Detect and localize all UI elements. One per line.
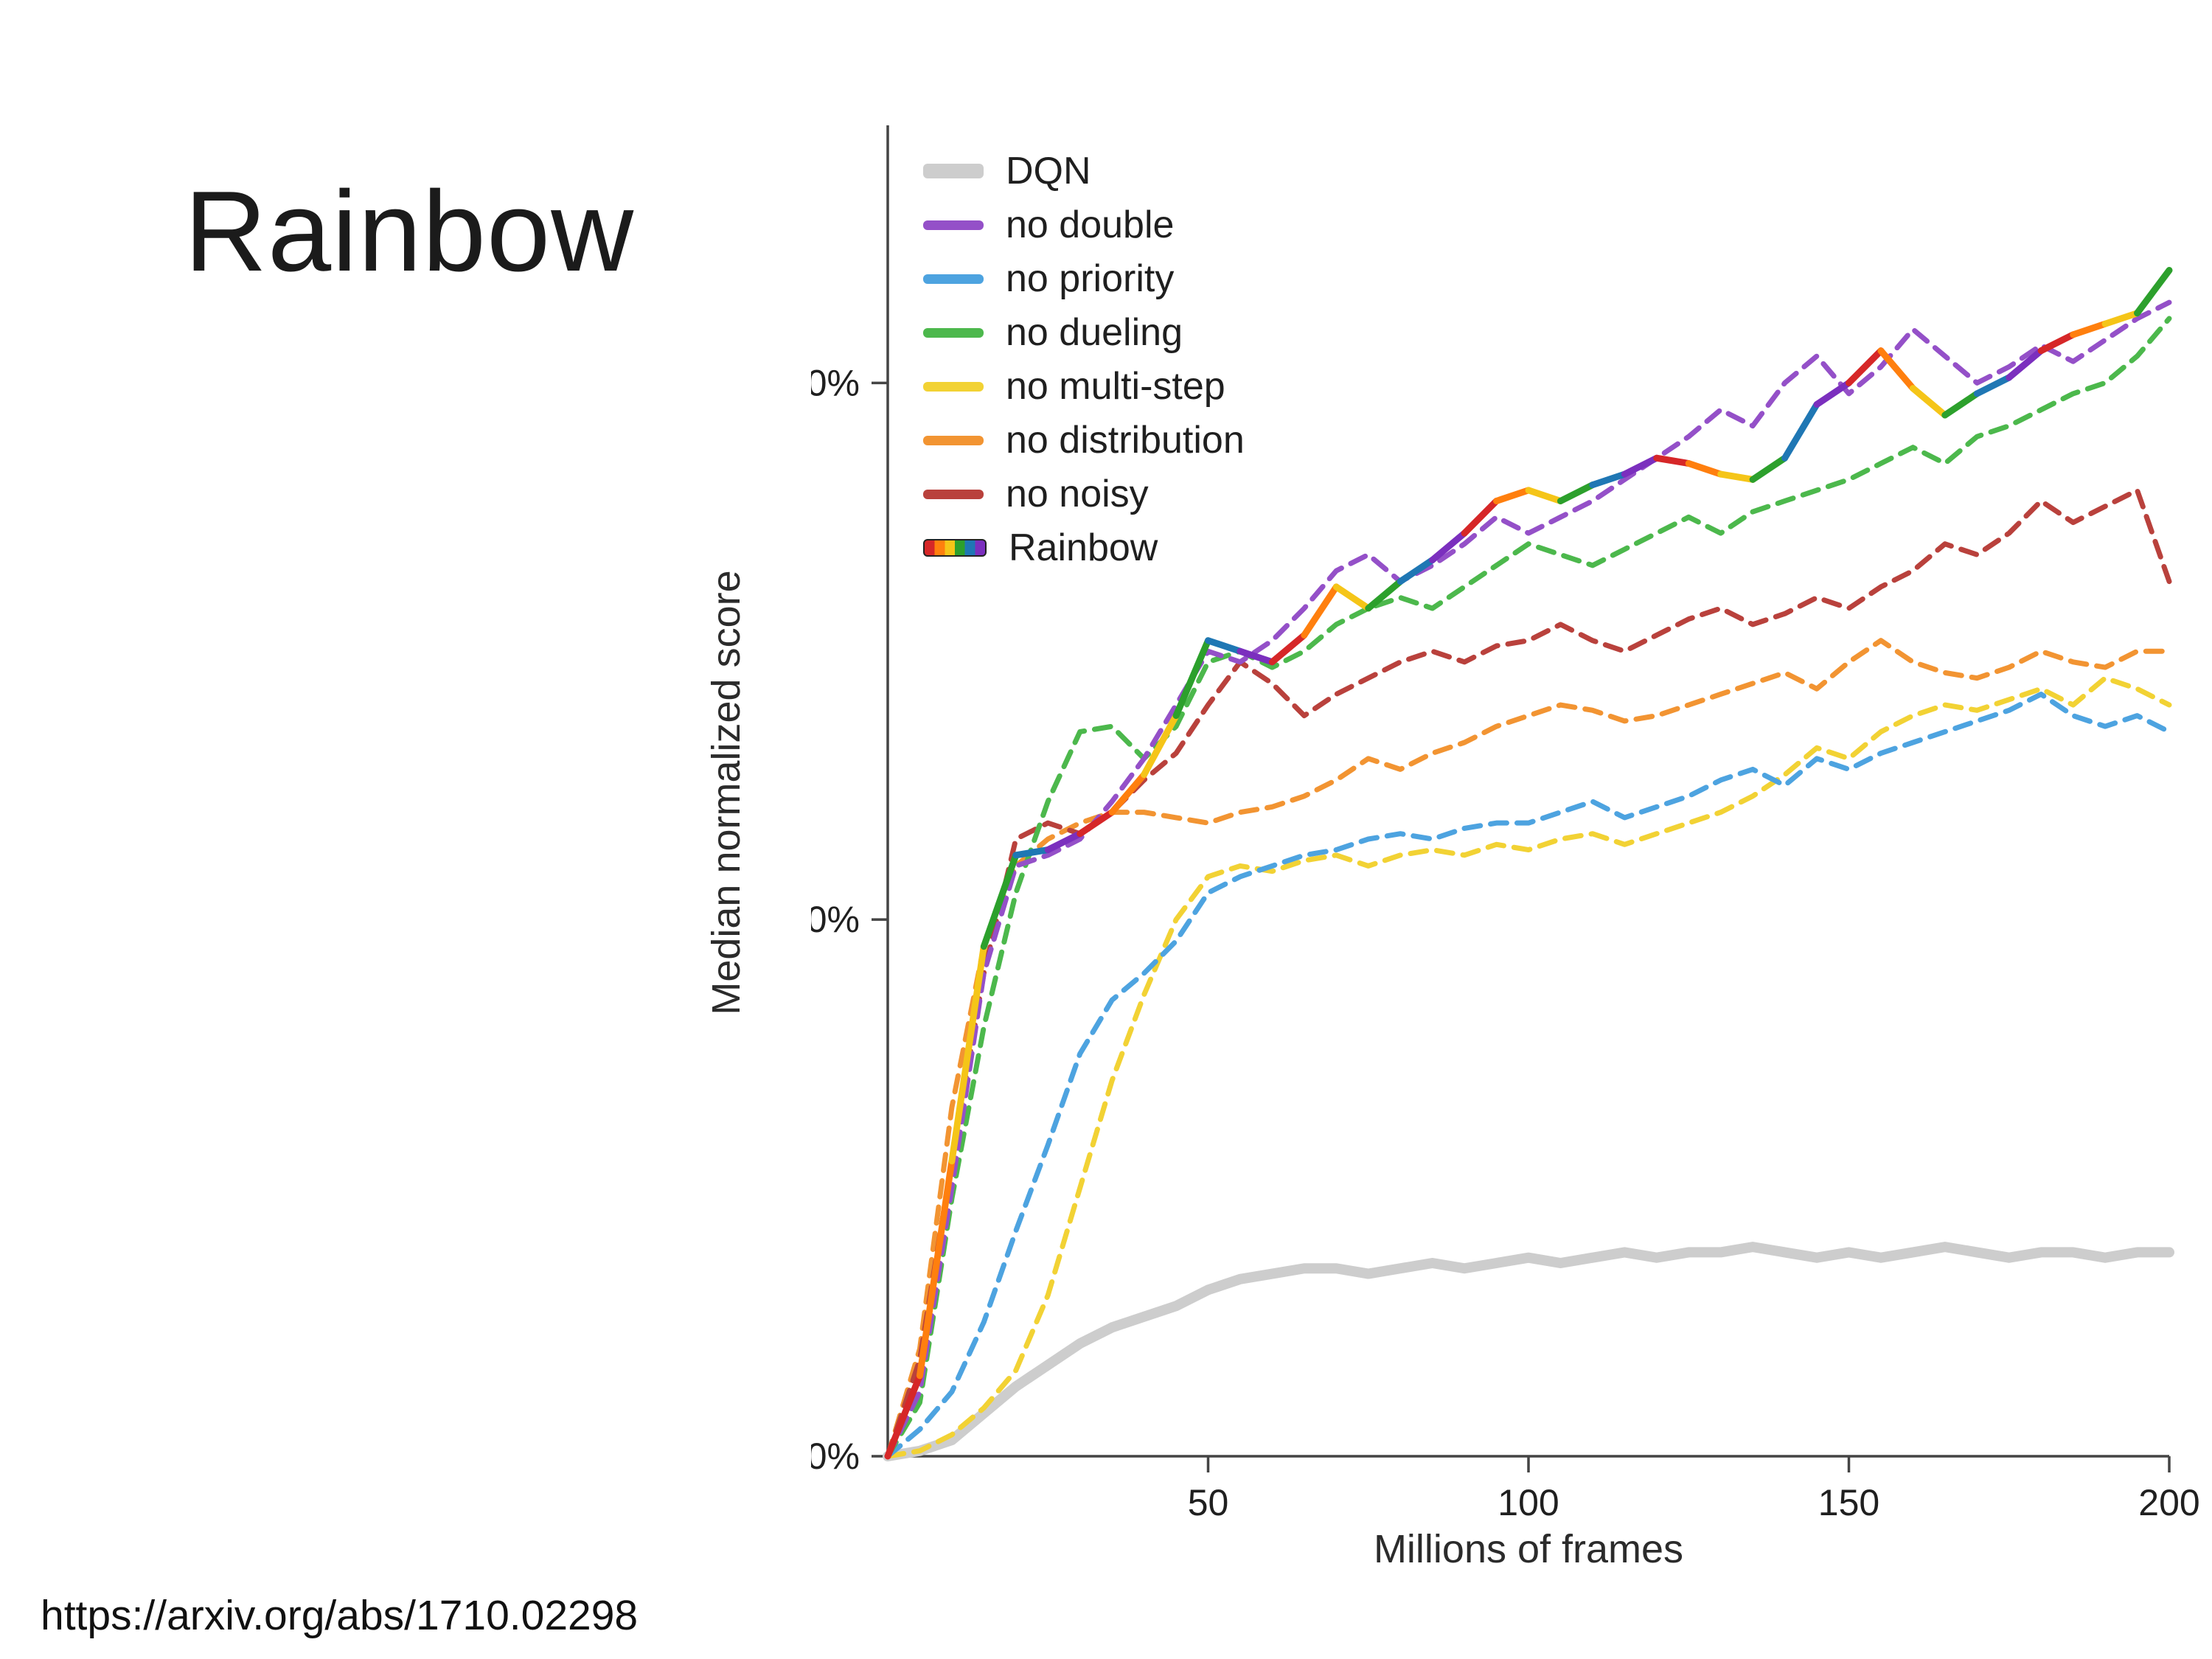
series-rainbow-segment — [1365, 578, 1404, 612]
legend-swatch-no-noisy — [923, 489, 984, 499]
series-DQN — [883, 1242, 2174, 1461]
series-rainbow-segment — [2134, 267, 2173, 317]
x-tick-label: 150 — [1818, 1482, 1879, 1523]
series-rainbow-segment — [1621, 454, 1660, 478]
series-no-multi-step — [885, 675, 2172, 1459]
series-rainbow-segment — [1268, 631, 1308, 666]
slide-title: Rainbow — [184, 167, 635, 295]
chart-legend: DQN no double no priority no dueling no mult… — [923, 150, 1245, 569]
series-rainbow-segment — [1141, 712, 1180, 779]
y-tick-label: 200% — [811, 362, 860, 403]
series-no-noisy — [885, 487, 2172, 1459]
x-tick-label: 200 — [2138, 1482, 2199, 1523]
series-rainbow-segment — [1205, 637, 1244, 655]
chart-canvas: 0% 100% 200% 50 100 150 200 — [811, 125, 2200, 1523]
series-rainbow-segment — [2037, 331, 2077, 355]
legend-label: no distribution — [1006, 419, 1245, 462]
series-rainbow-segment — [2101, 310, 2141, 327]
legend-item: no priority — [923, 257, 1245, 300]
legend-swatch-no-double — [923, 220, 984, 230]
legend-item: no noisy — [923, 473, 1245, 515]
series-no-distribution — [885, 638, 2172, 1459]
series-rainbow-segment — [1429, 529, 1468, 564]
series-rainbow-segment — [1877, 347, 1916, 392]
series-rainbow-segment — [1301, 583, 1340, 639]
series-rainbow-segment — [1012, 846, 1051, 859]
legend-swatch-no-dueling — [923, 327, 984, 338]
series-rainbow-segment — [1397, 557, 1436, 585]
series-rainbow-segment — [1685, 460, 1725, 478]
y-tick-label: 0% — [811, 1436, 860, 1477]
series-rainbow-segment — [1461, 497, 1500, 537]
series-rainbow-segment — [1749, 454, 1789, 483]
series-rainbow-segment — [884, 1372, 923, 1460]
legend-swatch-Rainbow — [923, 539, 987, 557]
legend-swatch-no-multi-step — [923, 381, 984, 392]
series-rainbow-segment — [948, 943, 987, 1165]
series-rainbow-segment — [916, 1158, 956, 1380]
legend-label: no dueling — [1006, 311, 1183, 354]
series-rainbow-segment — [1941, 390, 1980, 419]
series-rainbow-segment — [1044, 830, 1084, 854]
series-no-priority — [885, 691, 2172, 1459]
series-rainbow-segment — [1077, 809, 1116, 838]
legend-swatch-no-distribution — [923, 435, 984, 445]
series-rainbow-segment — [1237, 647, 1276, 666]
series-rainbow-segment — [1846, 347, 1885, 386]
series-rainbow-segment — [1973, 374, 2013, 397]
legend-item: DQN — [923, 150, 1245, 192]
legend-label: no priority — [1006, 257, 1175, 300]
series-rainbow-segment — [2006, 347, 2045, 381]
legend-label: no noisy — [1006, 473, 1149, 515]
legend-item: no dueling — [923, 311, 1245, 354]
x-tick-label: 50 — [1188, 1482, 1229, 1523]
series-rainbow-segment — [1781, 400, 1820, 462]
y-axis-label: Median normalized score — [704, 570, 748, 1015]
series-no-double — [885, 299, 2172, 1459]
arxiv-url: https://arxiv.org/abs/1710.02298 — [41, 1592, 639, 1639]
series-rainbow-segment — [980, 852, 1020, 950]
series-rainbow-segment — [1653, 454, 1692, 467]
x-axis-label: Millions of frames — [1373, 1527, 1684, 1571]
legend-item: no double — [923, 204, 1245, 246]
legend-label: no multi-step — [1006, 365, 1225, 408]
series-rainbow-segment — [1589, 470, 1628, 489]
x-tick-label: 100 — [1498, 1482, 1559, 1523]
y-tick-label: 100% — [811, 899, 860, 940]
series-rainbow-segment — [2070, 320, 2109, 338]
series-rainbow-segment — [1493, 487, 1532, 504]
series-rainbow-segment — [1332, 583, 1372, 612]
series-rainbow-segment — [1108, 771, 1148, 816]
legend-label: no double — [1006, 204, 1175, 246]
legend-label: DQN — [1006, 150, 1091, 192]
legend-item: no distribution — [923, 419, 1245, 462]
legend-swatch-DQN — [923, 164, 984, 178]
series-rainbow-segment — [1525, 487, 1564, 504]
series-rainbow-segment — [1717, 470, 1756, 483]
series-rainbow-segment — [1813, 379, 1852, 408]
series-rainbow-segment — [1909, 385, 1949, 419]
legend-label: Rainbow — [1009, 526, 1158, 569]
legend-item: Rainbow — [923, 526, 1245, 569]
legend-swatch-no-priority — [923, 274, 984, 284]
legend-item: no multi-step — [923, 365, 1245, 408]
series-rainbow-segment — [1172, 637, 1211, 720]
series-no-dueling — [885, 316, 2172, 1459]
series-rainbow-segment — [1557, 481, 1596, 504]
